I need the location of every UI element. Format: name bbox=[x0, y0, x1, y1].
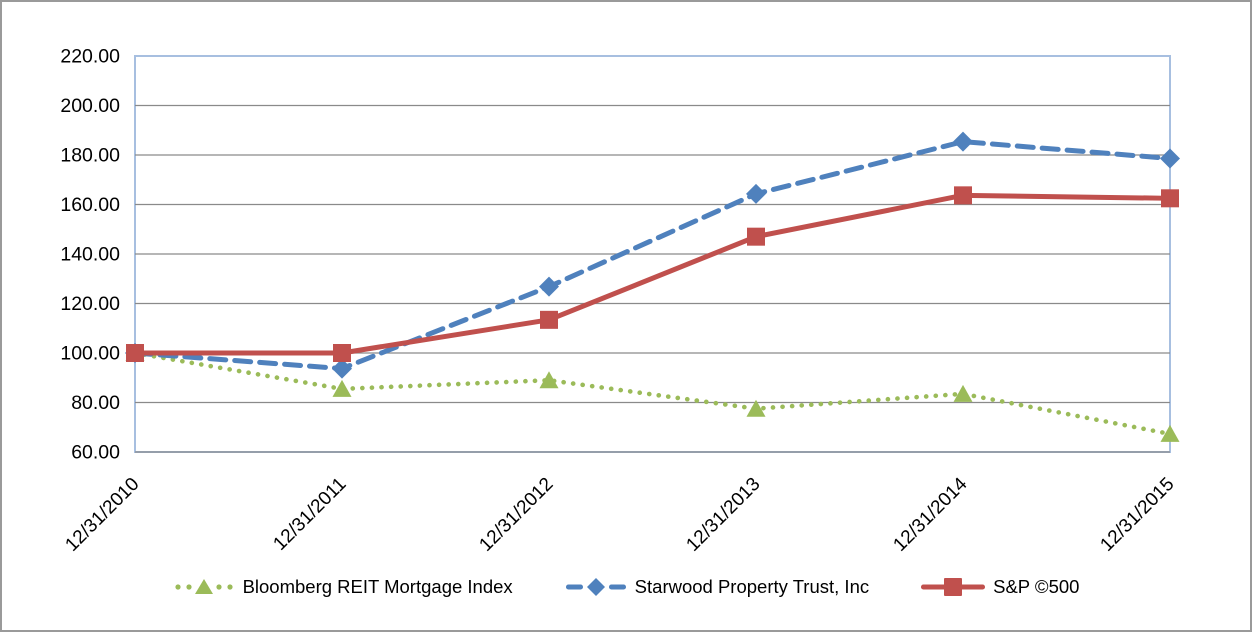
data-point-diamond bbox=[1160, 148, 1180, 169]
legend-item-bloomberg-reit-mortgage-index: Bloomberg REIT Mortgage Index bbox=[173, 576, 513, 598]
x-axis-tick-label: 12/31/2015 bbox=[1096, 474, 1178, 556]
data-point-square bbox=[747, 227, 765, 246]
chart-legend: Bloomberg REIT Mortgage Index Starwood P… bbox=[2, 576, 1250, 598]
legend-marker-dotted-triangle-icon bbox=[174, 579, 233, 594]
data-point-diamond bbox=[953, 131, 973, 152]
data-point-square bbox=[1161, 189, 1179, 208]
x-axis-tick-label: 12/31/2014 bbox=[889, 473, 971, 555]
y-axis-tick-label: 60.00 bbox=[71, 442, 120, 464]
data-point-triangle bbox=[1160, 424, 1180, 442]
x-axis-tick-label: 12/31/2010 bbox=[61, 474, 143, 556]
series-line-square bbox=[132, 192, 1173, 356]
x-axis-tick-label: 12/31/2012 bbox=[475, 474, 557, 556]
legend-marker-dashed-diamond-icon bbox=[565, 578, 626, 596]
y-axis-tick-label: 220.00 bbox=[60, 46, 120, 68]
series-line-diamond bbox=[132, 139, 1173, 372]
y-axis-tick-label: 80.00 bbox=[71, 392, 120, 414]
x-axis-tick-label: 12/31/2013 bbox=[682, 474, 764, 556]
series-line-triangle bbox=[132, 350, 1173, 437]
data-point-triangle bbox=[746, 399, 766, 417]
data-point-diamond bbox=[539, 276, 559, 297]
data-point-triangle bbox=[332, 379, 352, 397]
x-axis-tick-label: 12/31/2011 bbox=[269, 474, 350, 555]
y-axis-tick-label: 160.00 bbox=[60, 194, 120, 216]
data-point-square bbox=[126, 344, 144, 362]
legend-item-sp-500: S&P ©500 bbox=[921, 576, 1079, 598]
data-point-square bbox=[540, 310, 558, 329]
legend-item-starwood-property-trust: Starwood Property Trust, Inc bbox=[565, 576, 869, 598]
data-point-triangle bbox=[953, 384, 973, 402]
y-axis-tick-label: 140.00 bbox=[60, 244, 120, 266]
legend-label: S&P ©500 bbox=[993, 576, 1080, 597]
y-axis-tick-label: 100.00 bbox=[60, 343, 120, 365]
data-point-triangle bbox=[539, 371, 559, 389]
legend-label: Starwood Property Trust, Inc bbox=[634, 576, 870, 597]
data-point-square bbox=[333, 344, 351, 362]
data-point-diamond bbox=[332, 358, 352, 379]
data-point-square bbox=[954, 186, 972, 205]
performance-line-chart: 220.00 200.00 180.00 160.00 140.00 120.00 100.… bbox=[60, 46, 1180, 556]
legend-marker-solid-square-icon bbox=[921, 578, 986, 596]
y-axis-tick-label: 180.00 bbox=[60, 145, 120, 167]
y-axis-tick-label: 120.00 bbox=[60, 293, 120, 315]
y-axis-tick-label: 200.00 bbox=[60, 95, 120, 117]
data-point-diamond bbox=[746, 183, 766, 204]
legend-label: Bloomberg REIT Mortgage Index bbox=[242, 576, 513, 597]
